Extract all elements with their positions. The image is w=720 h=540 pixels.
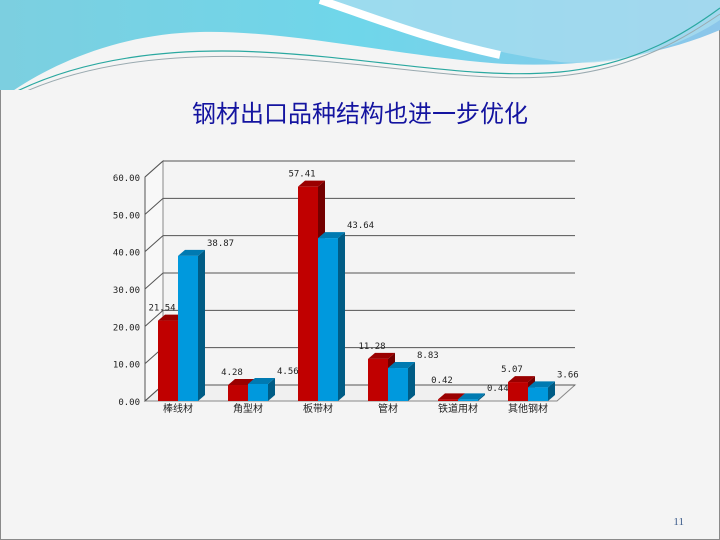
x-tick-label: 管材 <box>378 402 398 415</box>
bar-top <box>388 362 415 369</box>
slide-title: 钢材出口品种结构也进一步优化 <box>192 100 528 128</box>
x-tick-label: 铁道用材 <box>438 402 478 415</box>
bar <box>438 399 458 401</box>
data-label: 0.42 <box>431 376 453 386</box>
bar-top <box>228 379 255 386</box>
bar <box>508 382 528 401</box>
bar-side <box>408 362 415 401</box>
bar <box>298 186 318 401</box>
bar <box>158 320 178 401</box>
bar-top <box>178 249 205 256</box>
bar <box>368 358 388 401</box>
bar-top <box>368 352 395 359</box>
gridline-side <box>144 272 164 290</box>
data-label: 5.07 <box>501 365 523 375</box>
gridline-side <box>144 160 164 178</box>
gridline-side <box>144 235 164 253</box>
bar-top <box>298 180 325 187</box>
x-tick-label: 其他钢材 <box>508 402 548 415</box>
y-tick-label: 60.00 <box>113 174 140 184</box>
page-number: 11 <box>673 516 684 528</box>
x-tick-label: 板带材 <box>303 402 333 415</box>
bar-side <box>268 377 275 401</box>
data-label: 38.87 <box>207 239 234 249</box>
bar-top <box>458 393 485 400</box>
bar <box>228 385 248 401</box>
bar-top <box>438 393 465 400</box>
y-tick-label: 0.00 <box>118 398 140 408</box>
data-label: 57.41 <box>288 170 315 180</box>
data-label: 43.64 <box>347 221 374 231</box>
y-tick-label: 30.00 <box>113 286 140 296</box>
x-tick-label: 棒线材 <box>163 402 193 415</box>
header-wave-decoration <box>0 0 720 90</box>
data-label: 4.56 <box>277 367 299 377</box>
gridline-side <box>144 197 164 215</box>
data-label: 11.28 <box>358 342 385 352</box>
data-label: 21.54 <box>148 304 175 314</box>
bar <box>388 368 408 401</box>
y-tick-label: 10.00 <box>113 361 140 371</box>
bar <box>178 255 198 401</box>
bar <box>528 387 548 401</box>
y-tick-label: 40.00 <box>113 249 140 259</box>
bar <box>458 399 478 401</box>
bar <box>248 383 268 401</box>
data-label: 4.28 <box>221 368 243 378</box>
x-tick-label: 角型材 <box>233 402 263 415</box>
bar <box>318 238 338 401</box>
bar-side <box>198 249 205 401</box>
data-label: 8.83 <box>417 351 439 361</box>
bar-top <box>318 232 345 239</box>
bar-top <box>528 381 555 388</box>
bar-side <box>548 381 555 401</box>
bar-side <box>338 232 345 401</box>
bar-top <box>248 377 275 384</box>
y-tick-label: 20.00 <box>113 323 140 333</box>
data-label: 0.44 <box>487 384 509 394</box>
bar-side <box>478 393 485 401</box>
gridline-side <box>144 309 164 327</box>
y-tick-label: 50.00 <box>113 211 140 221</box>
bar-top <box>508 376 535 383</box>
data-label: 3.66 <box>557 370 579 380</box>
